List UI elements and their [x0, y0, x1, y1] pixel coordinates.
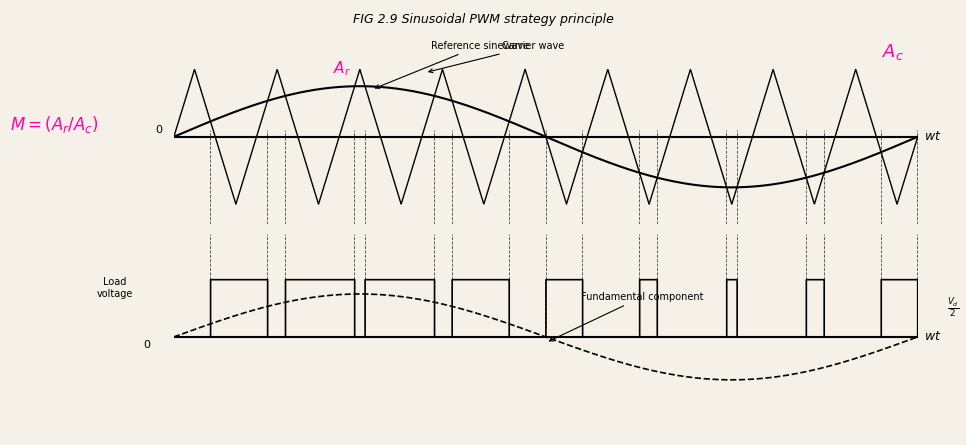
Text: Carrier wave: Carrier wave: [429, 40, 564, 73]
Text: Load
voltage: Load voltage: [97, 278, 133, 299]
Text: $A_c$: $A_c$: [882, 42, 904, 62]
Text: $A_r$: $A_r$: [333, 59, 352, 78]
Text: FIG 2.9 Sinusoidal PWM strategy principle: FIG 2.9 Sinusoidal PWM strategy principl…: [353, 13, 613, 26]
Text: $wt$: $wt$: [923, 130, 941, 143]
Text: $wt$: $wt$: [923, 330, 941, 344]
Text: Reference sinewave: Reference sinewave: [376, 40, 529, 89]
Text: 0: 0: [143, 340, 150, 350]
Text: Fundamental component: Fundamental component: [550, 292, 704, 341]
Text: 0: 0: [155, 125, 162, 135]
Text: $\frac{V_d}{2}$: $\frac{V_d}{2}$: [948, 297, 959, 320]
Text: $M=(A_r/A_c)$: $M=(A_r/A_c)$: [10, 114, 99, 135]
